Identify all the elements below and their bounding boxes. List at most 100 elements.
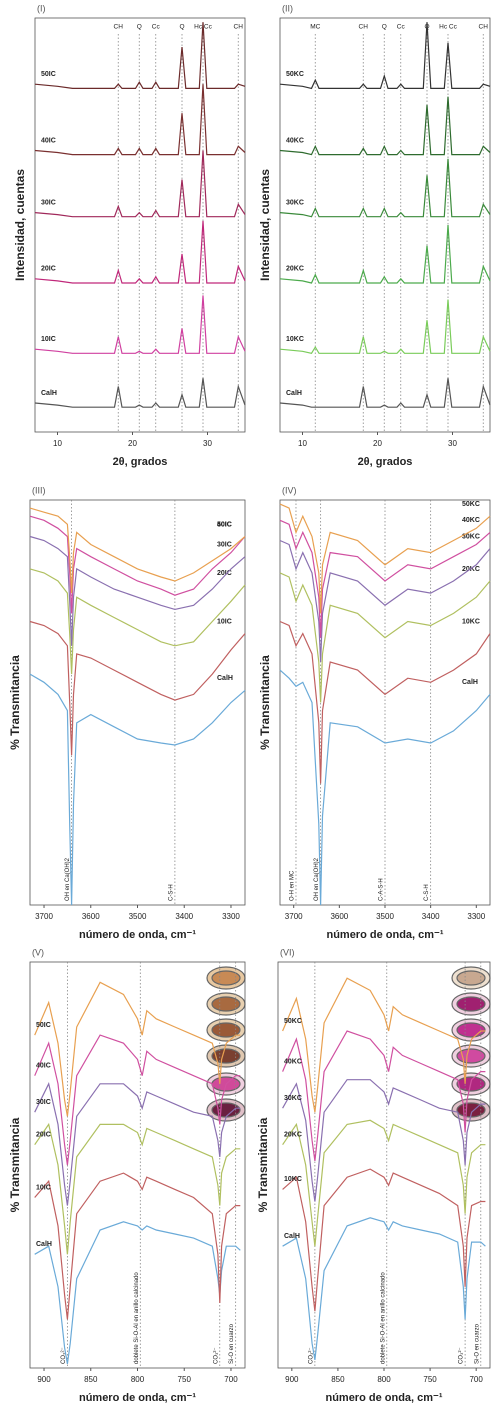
annotation: Q: [382, 24, 387, 31]
annotation: CH: [234, 24, 244, 31]
series-label: 50KC: [462, 501, 480, 508]
annotation: CO₃²⁻: [61, 1347, 67, 1364]
series-label: 30KC: [286, 199, 304, 206]
annotation: Q: [179, 24, 184, 31]
series-label: 10KC: [462, 618, 480, 625]
series-label: CalH: [41, 390, 57, 397]
series-line: [279, 539, 491, 663]
y-axis-label: % Transmitancia: [8, 655, 22, 750]
x-tick-label: 850: [84, 1375, 98, 1384]
y-axis-label: % Transmitancia: [258, 655, 272, 750]
series-line: [29, 515, 246, 614]
series-line: [34, 84, 246, 156]
series-line: [34, 1034, 241, 1166]
series-label: 40IC: [36, 1063, 51, 1070]
series-label: 30IC: [36, 1099, 51, 1106]
series-line: [279, 669, 491, 906]
series-label: 10KC: [286, 336, 304, 343]
x-axis-label: número de onda, cm⁻¹: [326, 929, 443, 941]
series-line: [34, 1122, 241, 1255]
annotation: Cc: [152, 24, 161, 31]
annotation: Si-O en cuarzo: [229, 1323, 235, 1364]
annotation: OH en Ca(OH)2: [314, 857, 320, 901]
series-line: [282, 1030, 486, 1161]
series-label: 20IC: [217, 570, 232, 577]
annotation: Q: [137, 24, 142, 31]
series-line: [282, 977, 486, 1113]
series-line: [29, 535, 246, 646]
series-label: 10IC: [217, 618, 232, 625]
series-line: [279, 378, 491, 408]
x-tick-label: 700: [469, 1375, 483, 1384]
series-line: [279, 158, 491, 218]
series-line: [279, 96, 491, 156]
x-tick-label: 30: [448, 439, 457, 448]
y-axis-label: Intensidad, cuentas: [13, 169, 27, 281]
panel-label: (I): [37, 3, 46, 13]
series-line: [279, 299, 491, 354]
series-line: [279, 503, 491, 614]
annotation: Hc Cc: [439, 24, 457, 31]
x-tick-label: 10: [53, 439, 62, 448]
series-label: 30KC: [284, 1095, 302, 1102]
series-label: 30IC: [217, 542, 232, 549]
series-label: 30IC: [41, 199, 56, 206]
x-tick-label: 10: [298, 439, 307, 448]
annotation: CO₃²⁻: [213, 1347, 219, 1364]
series-line: [282, 1079, 486, 1202]
series-label: 20KC: [284, 1132, 302, 1139]
series-label: 20IC: [36, 1132, 51, 1139]
annotation: CH: [359, 24, 369, 31]
series-line: [34, 22, 246, 89]
panel-label: (II): [282, 3, 293, 13]
series-label: 40KC: [286, 137, 304, 144]
series-line: [34, 981, 241, 1117]
series-line: [279, 572, 491, 703]
series-label: 50KC: [284, 1018, 302, 1025]
x-tick-label: 3400: [175, 912, 193, 921]
panel-label: (V): [32, 947, 44, 957]
series-line: [29, 620, 246, 756]
x-tick-label: 3400: [422, 912, 440, 921]
x-axis-label: número de onda, cm⁻¹: [79, 929, 196, 941]
annotation: O-H en MC: [290, 870, 296, 901]
x-tick-label: 700: [224, 1375, 238, 1384]
annotation: CH: [114, 24, 124, 31]
x-tick-label: 3500: [129, 912, 147, 921]
x-tick-label: 3300: [222, 912, 240, 921]
series-line: [34, 1172, 241, 1320]
y-axis-label: % Transmitancia: [256, 1117, 270, 1212]
series-line: [34, 295, 246, 354]
series-line: [282, 1168, 486, 1312]
series-line: [279, 22, 491, 90]
series-label: CalH: [286, 390, 302, 397]
x-tick-label: 3600: [330, 912, 348, 921]
annotation: OH en Ca(OH)2: [65, 857, 71, 901]
annotation: MC: [310, 24, 320, 31]
sample-photos-vi: [451, 966, 491, 1122]
series-label: 50IC: [36, 1022, 51, 1029]
series-label: 10KC: [284, 1176, 302, 1183]
series-line: [279, 224, 491, 284]
x-tick-label: 800: [377, 1375, 391, 1384]
series-label: 40KC: [462, 517, 480, 524]
series-label: 20KC: [462, 566, 480, 573]
series-label: 50IC: [41, 71, 56, 78]
series-line: [34, 1082, 241, 1206]
series-label: CalH: [462, 679, 478, 686]
series-label: 50IC: [217, 521, 232, 528]
plot-frame: [279, 17, 491, 433]
series-line: [29, 568, 246, 675]
series-label: CalH: [36, 1241, 52, 1248]
series-label: CalH: [284, 1233, 300, 1240]
series-line: [34, 378, 246, 408]
panel-label: (III): [32, 485, 46, 495]
annotation: C-A-S-H: [379, 878, 385, 901]
series-label: 30KC: [462, 533, 480, 540]
series-line: [279, 519, 491, 638]
x-tick-label: 30: [203, 439, 212, 448]
x-tick-label: 20: [373, 439, 382, 448]
panel-label: (VI): [280, 947, 295, 957]
series-line: [282, 1217, 486, 1361]
x-tick-label: 850: [331, 1375, 345, 1384]
